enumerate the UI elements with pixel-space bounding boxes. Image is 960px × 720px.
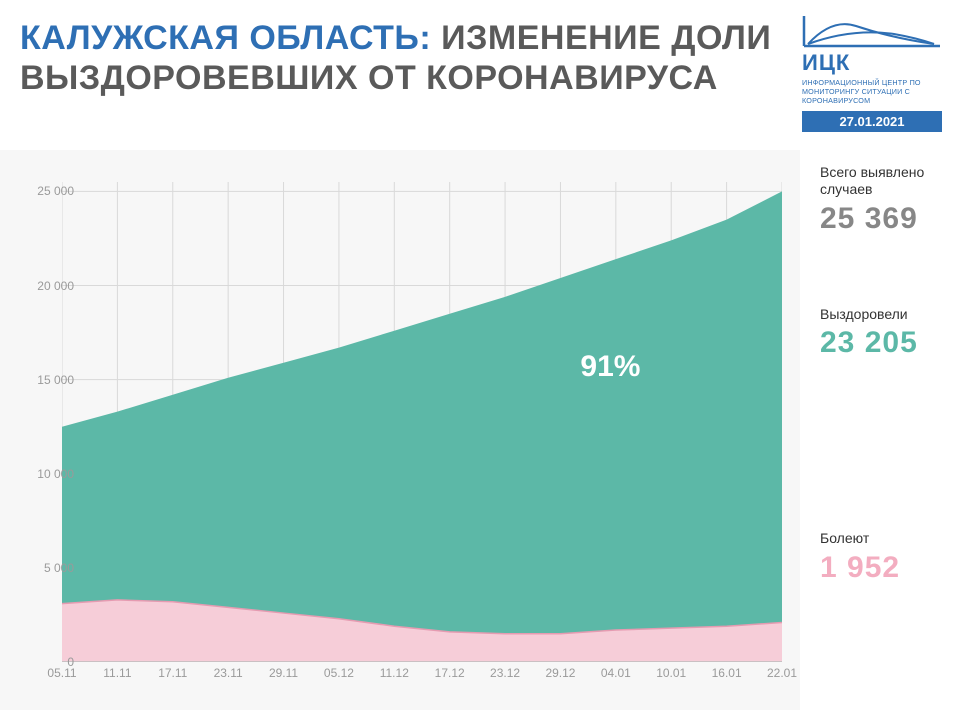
x-tick-label: 29.11 — [269, 666, 298, 680]
x-tick-label: 16.01 — [712, 666, 742, 680]
stat-sick: Болеют 1 952 — [820, 530, 950, 585]
page: КАЛУЖСКАЯ ОБЛАСТЬ: ИЗМЕНЕНИЕ ДОЛИ ВЫЗДОР… — [0, 0, 960, 720]
x-tick-label: 04.01 — [601, 666, 631, 680]
stat-total-label: Всего выявлено случаев — [820, 164, 950, 198]
logo-block: ИЦК ИНФОРМАЦИОННЫЙ ЦЕНТР ПО МОНИТОРИНГУ … — [802, 14, 942, 132]
chart-plot: 91% — [62, 182, 782, 662]
x-tick-label: 10.01 — [656, 666, 686, 680]
stat-sick-value: 1 952 — [820, 551, 950, 585]
title-line-1: КАЛУЖСКАЯ ОБЛАСТЬ: ИЗМЕНЕНИЕ ДОЛИ — [20, 18, 800, 58]
title-rest-1: ИЗМЕНЕНИЕ ДОЛИ — [431, 19, 771, 57]
logo-icon — [802, 14, 942, 48]
x-tick-label: 11.11 — [103, 666, 131, 680]
y-tick-label: 5 000 — [44, 561, 74, 575]
x-tick-label: 05.11 — [47, 666, 76, 680]
stats-panel: Всего выявлено случаев 25 369 Выздоровел… — [820, 150, 950, 585]
y-tick-label: 25 000 — [37, 184, 74, 198]
x-tick-label: 23.12 — [490, 666, 520, 680]
x-tick-label: 17.12 — [435, 666, 465, 680]
x-tick-label: 23.11 — [214, 666, 243, 680]
x-tick-label: 11.12 — [380, 666, 409, 680]
date-badge: 27.01.2021 — [802, 111, 942, 132]
x-tick-label: 22.01 — [767, 666, 797, 680]
y-tick-label: 15 000 — [37, 373, 74, 387]
logo-abbr: ИЦК — [802, 50, 942, 76]
stat-sick-label: Болеют — [820, 530, 950, 547]
stat-total-value: 25 369 — [820, 202, 950, 236]
chart-svg — [62, 182, 782, 662]
y-tick-label: 10 000 — [37, 467, 74, 481]
x-tick-label: 17.11 — [158, 666, 187, 680]
title-line-2: ВЫЗДОРОВЕВШИХ ОТ КОРОНАВИРУСА — [20, 58, 800, 98]
stat-recovered-value: 23 205 — [820, 326, 950, 360]
stat-recovered: Выздоровели 23 205 — [820, 306, 950, 361]
x-tick-label: 05.12 — [324, 666, 354, 680]
stat-recovered-label: Выздоровели — [820, 306, 950, 323]
x-tick-label: 29.12 — [545, 666, 575, 680]
title-region: КАЛУЖСКАЯ ОБЛАСТЬ: — [20, 19, 431, 57]
header: КАЛУЖСКАЯ ОБЛАСТЬ: ИЗМЕНЕНИЕ ДОЛИ ВЫЗДОР… — [20, 18, 800, 98]
y-tick-label: 20 000 — [37, 279, 74, 293]
stat-total: Всего выявлено случаев 25 369 — [820, 164, 950, 236]
percent-label: 91% — [580, 350, 640, 384]
logo-subtitle: ИНФОРМАЦИОННЫЙ ЦЕНТР ПО МОНИТОРИНГУ СИТУ… — [802, 78, 942, 105]
chart-area: 91% 05 00010 00015 00020 00025 000 05.11… — [0, 150, 800, 710]
